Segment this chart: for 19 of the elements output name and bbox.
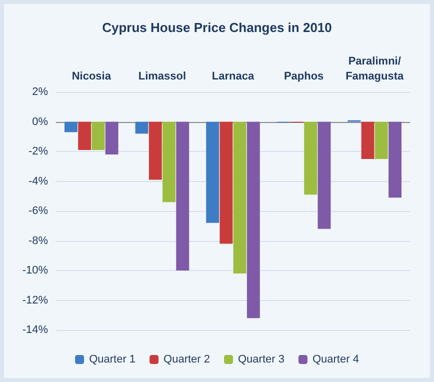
y-tick-label: -10%	[22, 264, 48, 276]
x-tick-label: Limassol	[138, 70, 186, 82]
x-tick-label: Nicosia	[72, 70, 112, 82]
y-tick-label: -6%	[28, 205, 48, 217]
y-tick-label: -2%	[28, 146, 48, 158]
x-tick-label: Larnaca	[212, 70, 255, 82]
x-tick-label: Paphos	[284, 70, 324, 82]
y-tick-label: -8%	[28, 234, 48, 247]
legend-label: Quarter 1	[89, 354, 136, 366]
y-tick-label: -12%	[22, 294, 48, 306]
y-tick-label: -4%	[28, 175, 48, 188]
x-tick-label: Paralimni/ Famagusta	[346, 56, 405, 82]
y-tick-label: -14%	[22, 324, 48, 336]
legend-label: Quarter 4	[312, 354, 359, 366]
y-tick-label: 0%	[32, 116, 48, 128]
y-tick-label: 2%	[32, 86, 48, 98]
legend-label: Quarter 3	[238, 354, 284, 366]
chart-title: Cyprus House Price Changes in 2010	[102, 20, 332, 35]
legend-label: Quarter 2	[164, 354, 210, 366]
